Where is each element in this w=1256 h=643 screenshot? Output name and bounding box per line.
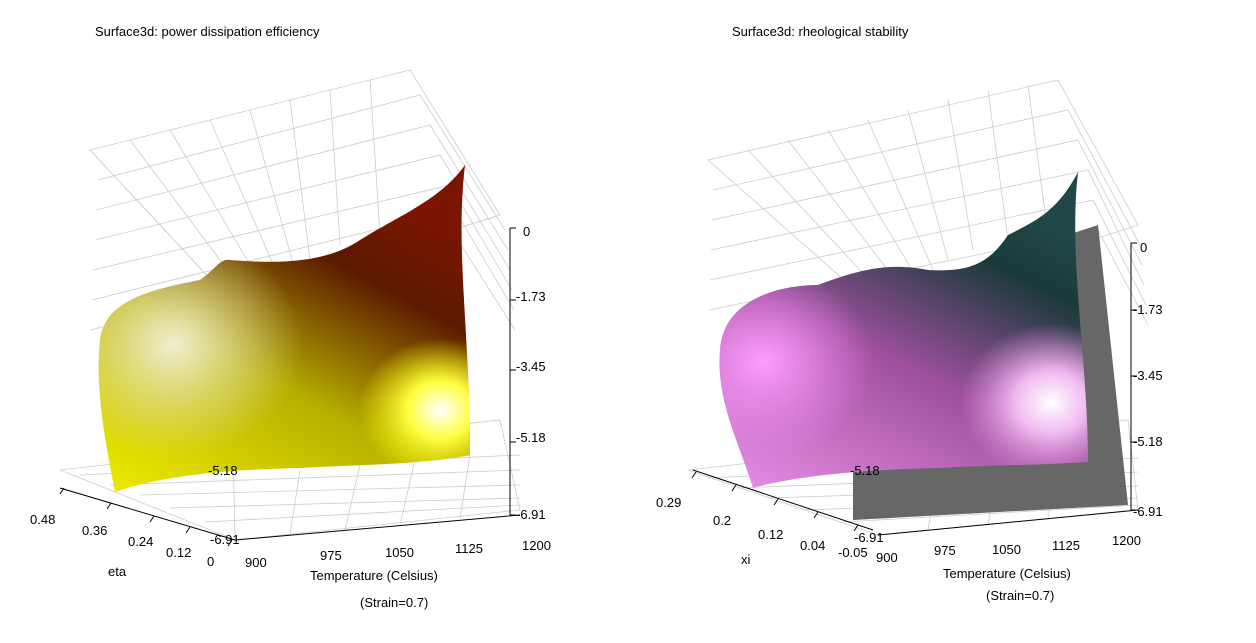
chart-title: Surface3d: rheological stability: [732, 24, 909, 39]
z-tick-label: -6.91: [1133, 504, 1163, 519]
z-tick-label: -1.73: [516, 289, 546, 304]
axis-tick: [227, 539, 233, 547]
z-tick-label: -3.45: [516, 359, 546, 374]
y-tick-label: 0.12: [758, 527, 783, 542]
y-axis-label: eta: [108, 564, 127, 579]
axis-tick: [853, 524, 859, 532]
x-tick-label: 1125: [455, 541, 483, 556]
x-tick-label: 1050: [992, 542, 1021, 557]
z-inner-tick-label: -6.91: [210, 532, 240, 547]
y-tick-label: 0.36: [82, 523, 107, 538]
x-tick-label: 1125: [1052, 538, 1080, 553]
x-tick-label: 900: [876, 550, 898, 565]
z-inner-tick-label: -5.18: [850, 463, 880, 478]
z-tick-label: -1.73: [1133, 302, 1163, 317]
axis-tick: [773, 498, 779, 506]
z-tick-label: 0: [523, 224, 530, 239]
chart-rheological-stability: Surface3d: rheological stability: [628, 0, 1256, 643]
y-tick-label: 0.29: [656, 495, 681, 510]
axis-tick: [691, 471, 697, 479]
surface-mesh: [719, 172, 1088, 488]
y-tick-label: -0.05: [838, 545, 868, 560]
x-tick-label: 1050: [385, 545, 414, 560]
z-tick-label: -3.45: [1133, 368, 1163, 383]
z-inner-tick-label: -6.91: [854, 530, 884, 545]
x-tick-label: 975: [934, 543, 956, 558]
surface-plot: 900 975 1050 1125 1200 0.29 0.2 0.12 0.04 -0.05 0 -…: [656, 79, 1163, 603]
y-tick-label: 0.12: [166, 545, 191, 560]
x-tick-label: 1200: [522, 538, 551, 553]
axis-tick: [731, 484, 737, 492]
y-tick-label: 0.04: [800, 538, 825, 553]
y-tick-label: 0.2: [713, 513, 731, 528]
chart-power-dissipation: Surface3d: power dissipation efficiency: [30, 24, 551, 610]
z-tick-label: -5.18: [1133, 434, 1163, 449]
y-tick-label: 0.24: [128, 534, 153, 549]
axis-tick: [106, 502, 112, 510]
surface-plot: 900 975 1050 1125 1200 0.48 0.36 0.24 0.12 0 0 -1.7…: [30, 69, 551, 610]
z-tick-label: 0: [1140, 240, 1147, 255]
x-tick-label: 975: [320, 548, 342, 563]
axis-tick: [59, 487, 65, 495]
z-inner-tick-label: -5.18: [208, 463, 238, 478]
axis-tick: [149, 515, 155, 523]
axis-tick: [813, 511, 819, 519]
x-axis-label: Temperature (Celsius): [310, 568, 438, 583]
y-axis-label: xi: [741, 552, 751, 567]
surface-mesh: [98, 165, 470, 492]
chart-title: Surface3d: power dissipation efficiency: [95, 24, 320, 39]
y-tick-label: 0.48: [30, 512, 55, 527]
axis-tick: [185, 526, 191, 534]
z-tick-label: -5.18: [516, 430, 546, 445]
x-tick-label: 1200: [1112, 533, 1141, 548]
x-axis-note: (Strain=0.7): [986, 588, 1054, 603]
tick-labels: 900 975 1050 1125 1200 0.48 0.36 0.24 0.12 0 0 -1.7…: [30, 224, 551, 610]
x-tick-label: 900: [245, 555, 267, 570]
y-tick-label: 0: [207, 554, 214, 569]
x-axis-note: (Strain=0.7): [360, 595, 428, 610]
back-grid-wall: [89, 69, 516, 541]
z-tick-label: -6.91: [516, 507, 546, 522]
tick-labels: 900 975 1050 1125 1200 0.29 0.2 0.12 0.04 -0.05 0 -…: [656, 240, 1163, 603]
x-axis-label: Temperature (Celsius): [943, 566, 1071, 581]
axes-lines: [59, 228, 521, 541]
